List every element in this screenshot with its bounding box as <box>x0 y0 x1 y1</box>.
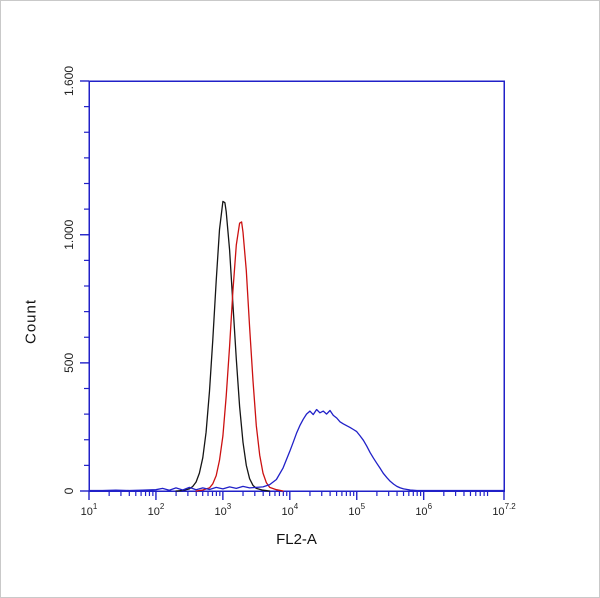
histogram-series <box>88 200 505 492</box>
y-axis-ticks <box>80 80 89 492</box>
x-tick-labels: 101 102 103 104 105 106 107.2 <box>81 502 517 518</box>
x-tick-label: 101 <box>81 502 98 518</box>
red-curve <box>195 221 284 492</box>
black-curve <box>175 200 271 492</box>
x-tick-label: 106 <box>415 502 432 518</box>
blue-curve <box>88 408 505 492</box>
plot-frame <box>88 80 505 492</box>
y-tick-label: 1.000 <box>62 219 76 249</box>
y-tick-label: 0 <box>62 487 76 494</box>
x-tick-label: 102 <box>148 502 165 518</box>
x-tick-label: 104 <box>281 502 298 518</box>
y-tick-labels: 0 500 1.000 1.600 <box>62 66 76 495</box>
y-tick-label: 1.600 <box>62 66 76 96</box>
x-tick-label: 103 <box>215 502 232 518</box>
x-tick-label: 107.2 <box>492 502 516 518</box>
x-tick-label: 105 <box>348 502 365 518</box>
y-tick-label: 500 <box>62 353 76 373</box>
x-axis-ticks <box>88 491 505 500</box>
